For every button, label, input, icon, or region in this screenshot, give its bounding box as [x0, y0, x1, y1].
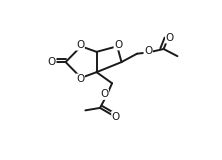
Text: O: O: [100, 89, 108, 99]
Text: O: O: [76, 40, 84, 50]
Text: O: O: [48, 57, 56, 67]
Text: O: O: [114, 40, 122, 50]
Text: O: O: [112, 112, 120, 122]
Text: O: O: [76, 74, 84, 84]
Text: O: O: [144, 46, 152, 56]
Text: O: O: [166, 33, 174, 43]
